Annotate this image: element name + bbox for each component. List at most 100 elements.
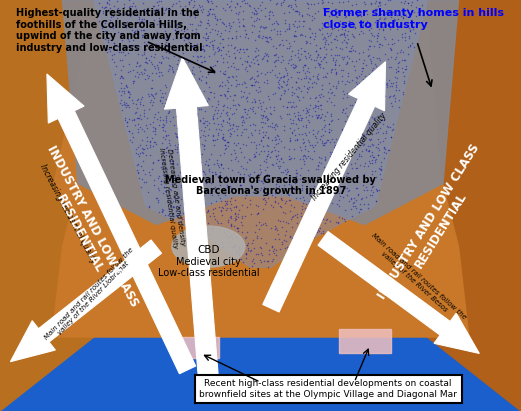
Point bbox=[168, 160, 177, 167]
Point bbox=[297, 203, 306, 210]
Point bbox=[224, 64, 232, 71]
Point bbox=[316, 94, 324, 100]
Point bbox=[362, 184, 370, 190]
Point bbox=[140, 145, 148, 152]
Point bbox=[252, 202, 260, 208]
Point bbox=[221, 71, 230, 77]
Point bbox=[230, 45, 239, 51]
Point bbox=[274, 231, 282, 238]
Point bbox=[363, 186, 371, 193]
Point bbox=[299, 122, 307, 129]
Point bbox=[397, 12, 405, 19]
Point bbox=[314, 165, 322, 172]
Point bbox=[234, 11, 243, 17]
Point bbox=[176, 101, 184, 108]
Point bbox=[209, 113, 218, 120]
Point bbox=[247, 132, 256, 139]
Point bbox=[151, 90, 159, 97]
Point bbox=[203, 0, 212, 3]
Point bbox=[273, 155, 281, 162]
Point bbox=[290, 22, 299, 29]
Point bbox=[197, 159, 206, 165]
Point bbox=[255, 31, 264, 38]
Point bbox=[316, 225, 324, 231]
Point bbox=[134, 96, 142, 103]
Point bbox=[343, 170, 352, 177]
Point bbox=[157, 206, 166, 212]
Point bbox=[103, 0, 111, 5]
Point bbox=[143, 59, 151, 66]
Point bbox=[257, 222, 265, 229]
Point bbox=[379, 144, 388, 151]
Point bbox=[292, 2, 300, 9]
Point bbox=[255, 177, 263, 183]
Point bbox=[412, 21, 420, 28]
Point bbox=[283, 45, 291, 52]
Point bbox=[121, 22, 130, 28]
Point bbox=[217, 197, 226, 204]
Point bbox=[185, 35, 193, 42]
Point bbox=[350, 122, 358, 129]
Point bbox=[315, 228, 323, 234]
Point bbox=[306, 26, 314, 32]
Point bbox=[375, 41, 383, 47]
Point bbox=[398, 65, 406, 71]
Point bbox=[338, 46, 346, 53]
Point bbox=[368, 12, 377, 18]
Point bbox=[217, 161, 226, 167]
Point bbox=[267, 148, 275, 155]
Point bbox=[296, 210, 305, 217]
Point bbox=[191, 10, 199, 17]
Point bbox=[236, 144, 244, 151]
Point bbox=[308, 207, 317, 213]
Point bbox=[269, 204, 278, 211]
Point bbox=[165, 5, 173, 12]
Point bbox=[130, 29, 139, 36]
Point bbox=[358, 148, 367, 154]
Point bbox=[319, 124, 328, 131]
Point bbox=[230, 147, 239, 153]
Point bbox=[238, 0, 246, 4]
Point bbox=[249, 256, 257, 262]
Point bbox=[266, 0, 275, 4]
Point bbox=[235, 243, 243, 250]
Point bbox=[148, 127, 157, 134]
Point bbox=[270, 26, 279, 33]
Point bbox=[234, 101, 242, 107]
Point bbox=[173, 124, 181, 131]
Point bbox=[202, 25, 210, 32]
Point bbox=[238, 215, 246, 221]
Point bbox=[333, 77, 342, 84]
Point bbox=[290, 65, 298, 71]
Text: Medieval town of Gracia swallowed by
Barcelona's growth in 1897: Medieval town of Gracia swallowed by Bar… bbox=[166, 175, 376, 196]
Point bbox=[177, 98, 185, 105]
Point bbox=[120, 90, 128, 96]
Point bbox=[182, 222, 190, 229]
Point bbox=[202, 74, 210, 81]
Point bbox=[318, 138, 326, 145]
Point bbox=[354, 192, 363, 198]
Point bbox=[104, 7, 112, 14]
Point bbox=[314, 105, 322, 112]
Point bbox=[399, 48, 407, 55]
Point bbox=[300, 74, 308, 81]
Point bbox=[326, 184, 334, 190]
Point bbox=[400, 12, 408, 18]
Point bbox=[365, 192, 374, 198]
Point bbox=[352, 0, 361, 7]
Point bbox=[322, 74, 330, 81]
Point bbox=[166, 198, 175, 205]
Point bbox=[195, 165, 203, 172]
Point bbox=[246, 196, 254, 203]
Point bbox=[299, 31, 307, 38]
Point bbox=[281, 27, 289, 34]
Point bbox=[180, 28, 188, 35]
Point bbox=[192, 176, 201, 183]
Point bbox=[160, 28, 169, 35]
Point bbox=[343, 90, 352, 96]
Point bbox=[119, 63, 128, 70]
Point bbox=[343, 58, 351, 65]
Point bbox=[131, 122, 139, 128]
Point bbox=[276, 95, 284, 102]
Point bbox=[391, 17, 399, 23]
